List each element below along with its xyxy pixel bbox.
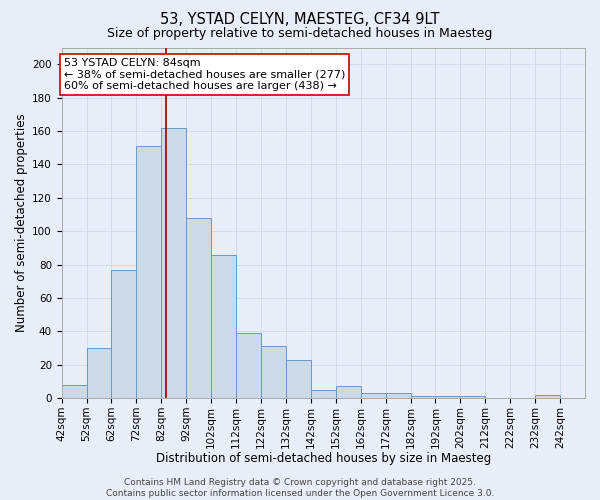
Bar: [236, 333, 261, 398]
Bar: [535, 394, 560, 398]
Text: 53 YSTAD CELYN: 84sqm
← 38% of semi-detached houses are smaller (277)
60% of sem: 53 YSTAD CELYN: 84sqm ← 38% of semi-deta…: [64, 58, 346, 90]
Bar: [361, 393, 386, 398]
Bar: [336, 386, 361, 398]
Bar: [211, 254, 236, 398]
Bar: [62, 384, 86, 398]
Text: Contains HM Land Registry data © Crown copyright and database right 2025.
Contai: Contains HM Land Registry data © Crown c…: [106, 478, 494, 498]
Bar: [186, 218, 211, 398]
Bar: [436, 396, 460, 398]
Bar: [410, 396, 436, 398]
X-axis label: Distribution of semi-detached houses by size in Maesteg: Distribution of semi-detached houses by …: [155, 452, 491, 465]
Bar: [86, 348, 112, 398]
Bar: [460, 396, 485, 398]
Bar: [112, 270, 136, 398]
Bar: [286, 360, 311, 398]
Bar: [311, 390, 336, 398]
Text: 53, YSTAD CELYN, MAESTEG, CF34 9LT: 53, YSTAD CELYN, MAESTEG, CF34 9LT: [160, 12, 440, 28]
Bar: [136, 146, 161, 398]
Y-axis label: Number of semi-detached properties: Number of semi-detached properties: [15, 114, 28, 332]
Bar: [261, 346, 286, 398]
Text: Size of property relative to semi-detached houses in Maesteg: Size of property relative to semi-detach…: [107, 28, 493, 40]
Bar: [386, 393, 410, 398]
Bar: [161, 128, 186, 398]
